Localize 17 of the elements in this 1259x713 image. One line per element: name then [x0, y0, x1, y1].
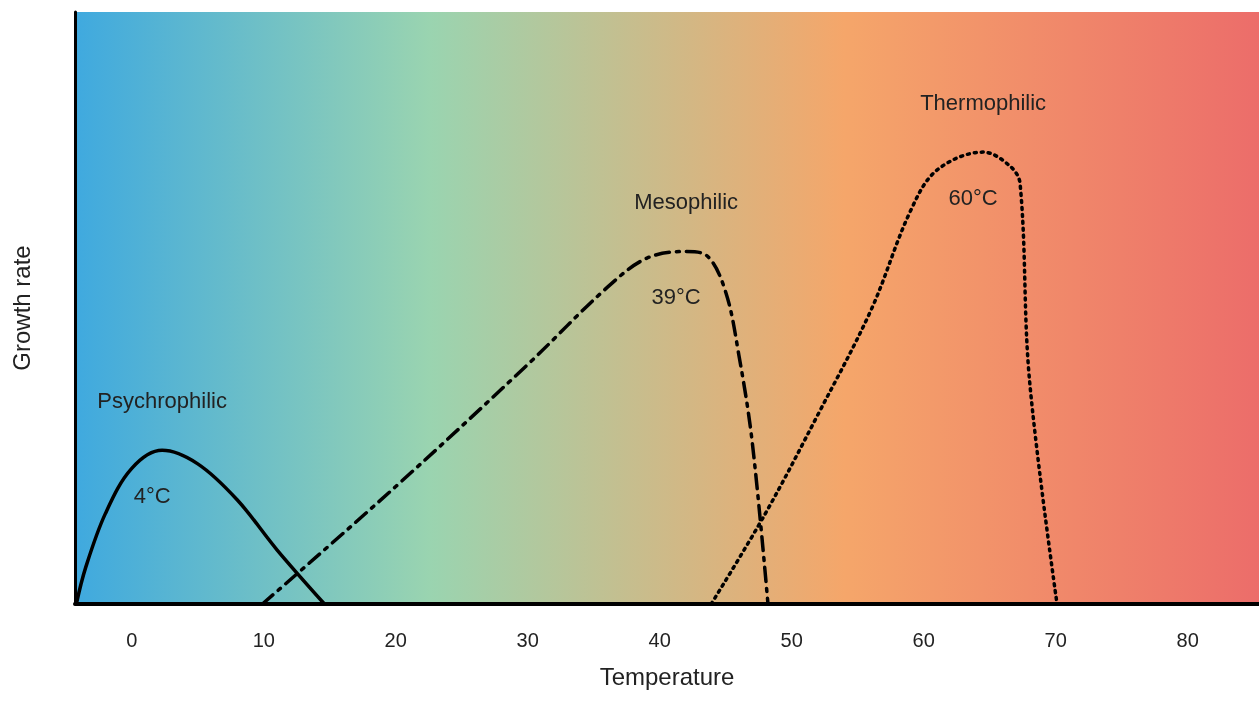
- x-tick-label: 20: [384, 629, 407, 651]
- x-tick-label: 40: [648, 629, 671, 651]
- x-tick-label: 80: [1176, 629, 1199, 651]
- x-tick-label: 10: [252, 629, 275, 651]
- annotation: 4°C: [133, 482, 171, 508]
- text: Mesophilic: [634, 189, 739, 215]
- x-tick-label: 70: [1044, 629, 1067, 651]
- x-tick-label: 30: [516, 629, 539, 651]
- text: Psychrophilic: [97, 387, 227, 413]
- y-axis-title: Growth rate: [7, 245, 35, 371]
- annotation: 39°C: [651, 284, 701, 310]
- annotation: 60°C: [948, 184, 998, 210]
- x-tick-label: 60: [912, 629, 935, 651]
- x-axis-title: Temperature: [599, 662, 735, 690]
- text: Thermophilic: [920, 89, 1047, 115]
- x-tick-label: 0: [126, 629, 138, 651]
- x-tick-label: 50: [780, 629, 803, 651]
